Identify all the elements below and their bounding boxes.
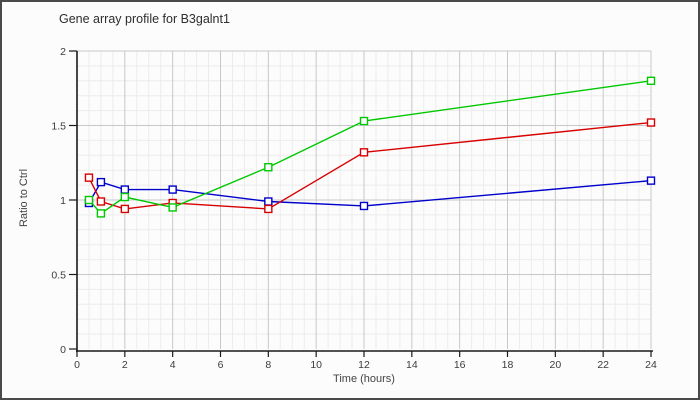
series-blue-marker bbox=[168, 185, 177, 194]
x-tick-label: 4 bbox=[170, 359, 176, 371]
x-tick-label: 2 bbox=[122, 359, 128, 371]
chart-title: Gene array profile for B3galnt1 bbox=[59, 12, 230, 26]
series-red-marker bbox=[359, 148, 369, 157]
x-tick-label: 18 bbox=[502, 359, 514, 371]
major-gridlines bbox=[77, 50, 652, 349]
series-red-marker bbox=[120, 204, 130, 214]
x-tick-label: 0 bbox=[74, 359, 80, 371]
x-tick-label: 10 bbox=[310, 359, 322, 371]
series-blue-marker bbox=[646, 176, 656, 185]
series-blue-marker bbox=[264, 197, 273, 206]
series-green-marker bbox=[84, 195, 94, 205]
x-tick-label: 8 bbox=[265, 359, 271, 371]
series-red-marker bbox=[646, 118, 656, 127]
y-tick-label: 1.5 bbox=[51, 121, 66, 133]
x-tick-label: 22 bbox=[597, 359, 609, 371]
x-tick-label: 20 bbox=[549, 359, 561, 371]
series-green-marker bbox=[96, 209, 106, 218]
x-axis-label: Time (hours) bbox=[333, 373, 395, 385]
y-tick-label: 0.5 bbox=[51, 270, 66, 282]
series-green-marker bbox=[359, 116, 369, 126]
series-green-marker bbox=[120, 192, 130, 202]
y-tick-label: 0 bbox=[60, 344, 66, 356]
x-tick-label: 24 bbox=[645, 359, 657, 371]
series-green-marker bbox=[646, 76, 656, 86]
series-red bbox=[84, 118, 656, 214]
series-blue-marker bbox=[359, 201, 369, 211]
series-red-marker bbox=[264, 204, 273, 214]
series-green-marker bbox=[168, 203, 177, 212]
x-tick-label: 6 bbox=[218, 359, 224, 371]
y-tick-label: 2 bbox=[60, 46, 66, 58]
series-blue-marker bbox=[96, 177, 106, 187]
series-green-marker bbox=[264, 163, 273, 172]
y-tick-label: 1 bbox=[60, 195, 66, 207]
tick-marks bbox=[69, 50, 652, 357]
x-tick-labels: 0 2 4 6 8 10 12 14 16 18 20 22 24 bbox=[74, 359, 657, 371]
series-green bbox=[84, 76, 656, 218]
series-red-marker bbox=[84, 173, 94, 182]
series-red-marker bbox=[96, 197, 106, 206]
series-red-line bbox=[88, 121, 652, 210]
x-tick-label: 16 bbox=[454, 359, 466, 371]
y-tick-labels: 0 0.5 1 1.5 2 bbox=[51, 46, 66, 356]
series-blue-marker bbox=[120, 185, 130, 194]
x-tick-label: 14 bbox=[406, 359, 418, 371]
x-tick-label: 12 bbox=[358, 359, 370, 371]
